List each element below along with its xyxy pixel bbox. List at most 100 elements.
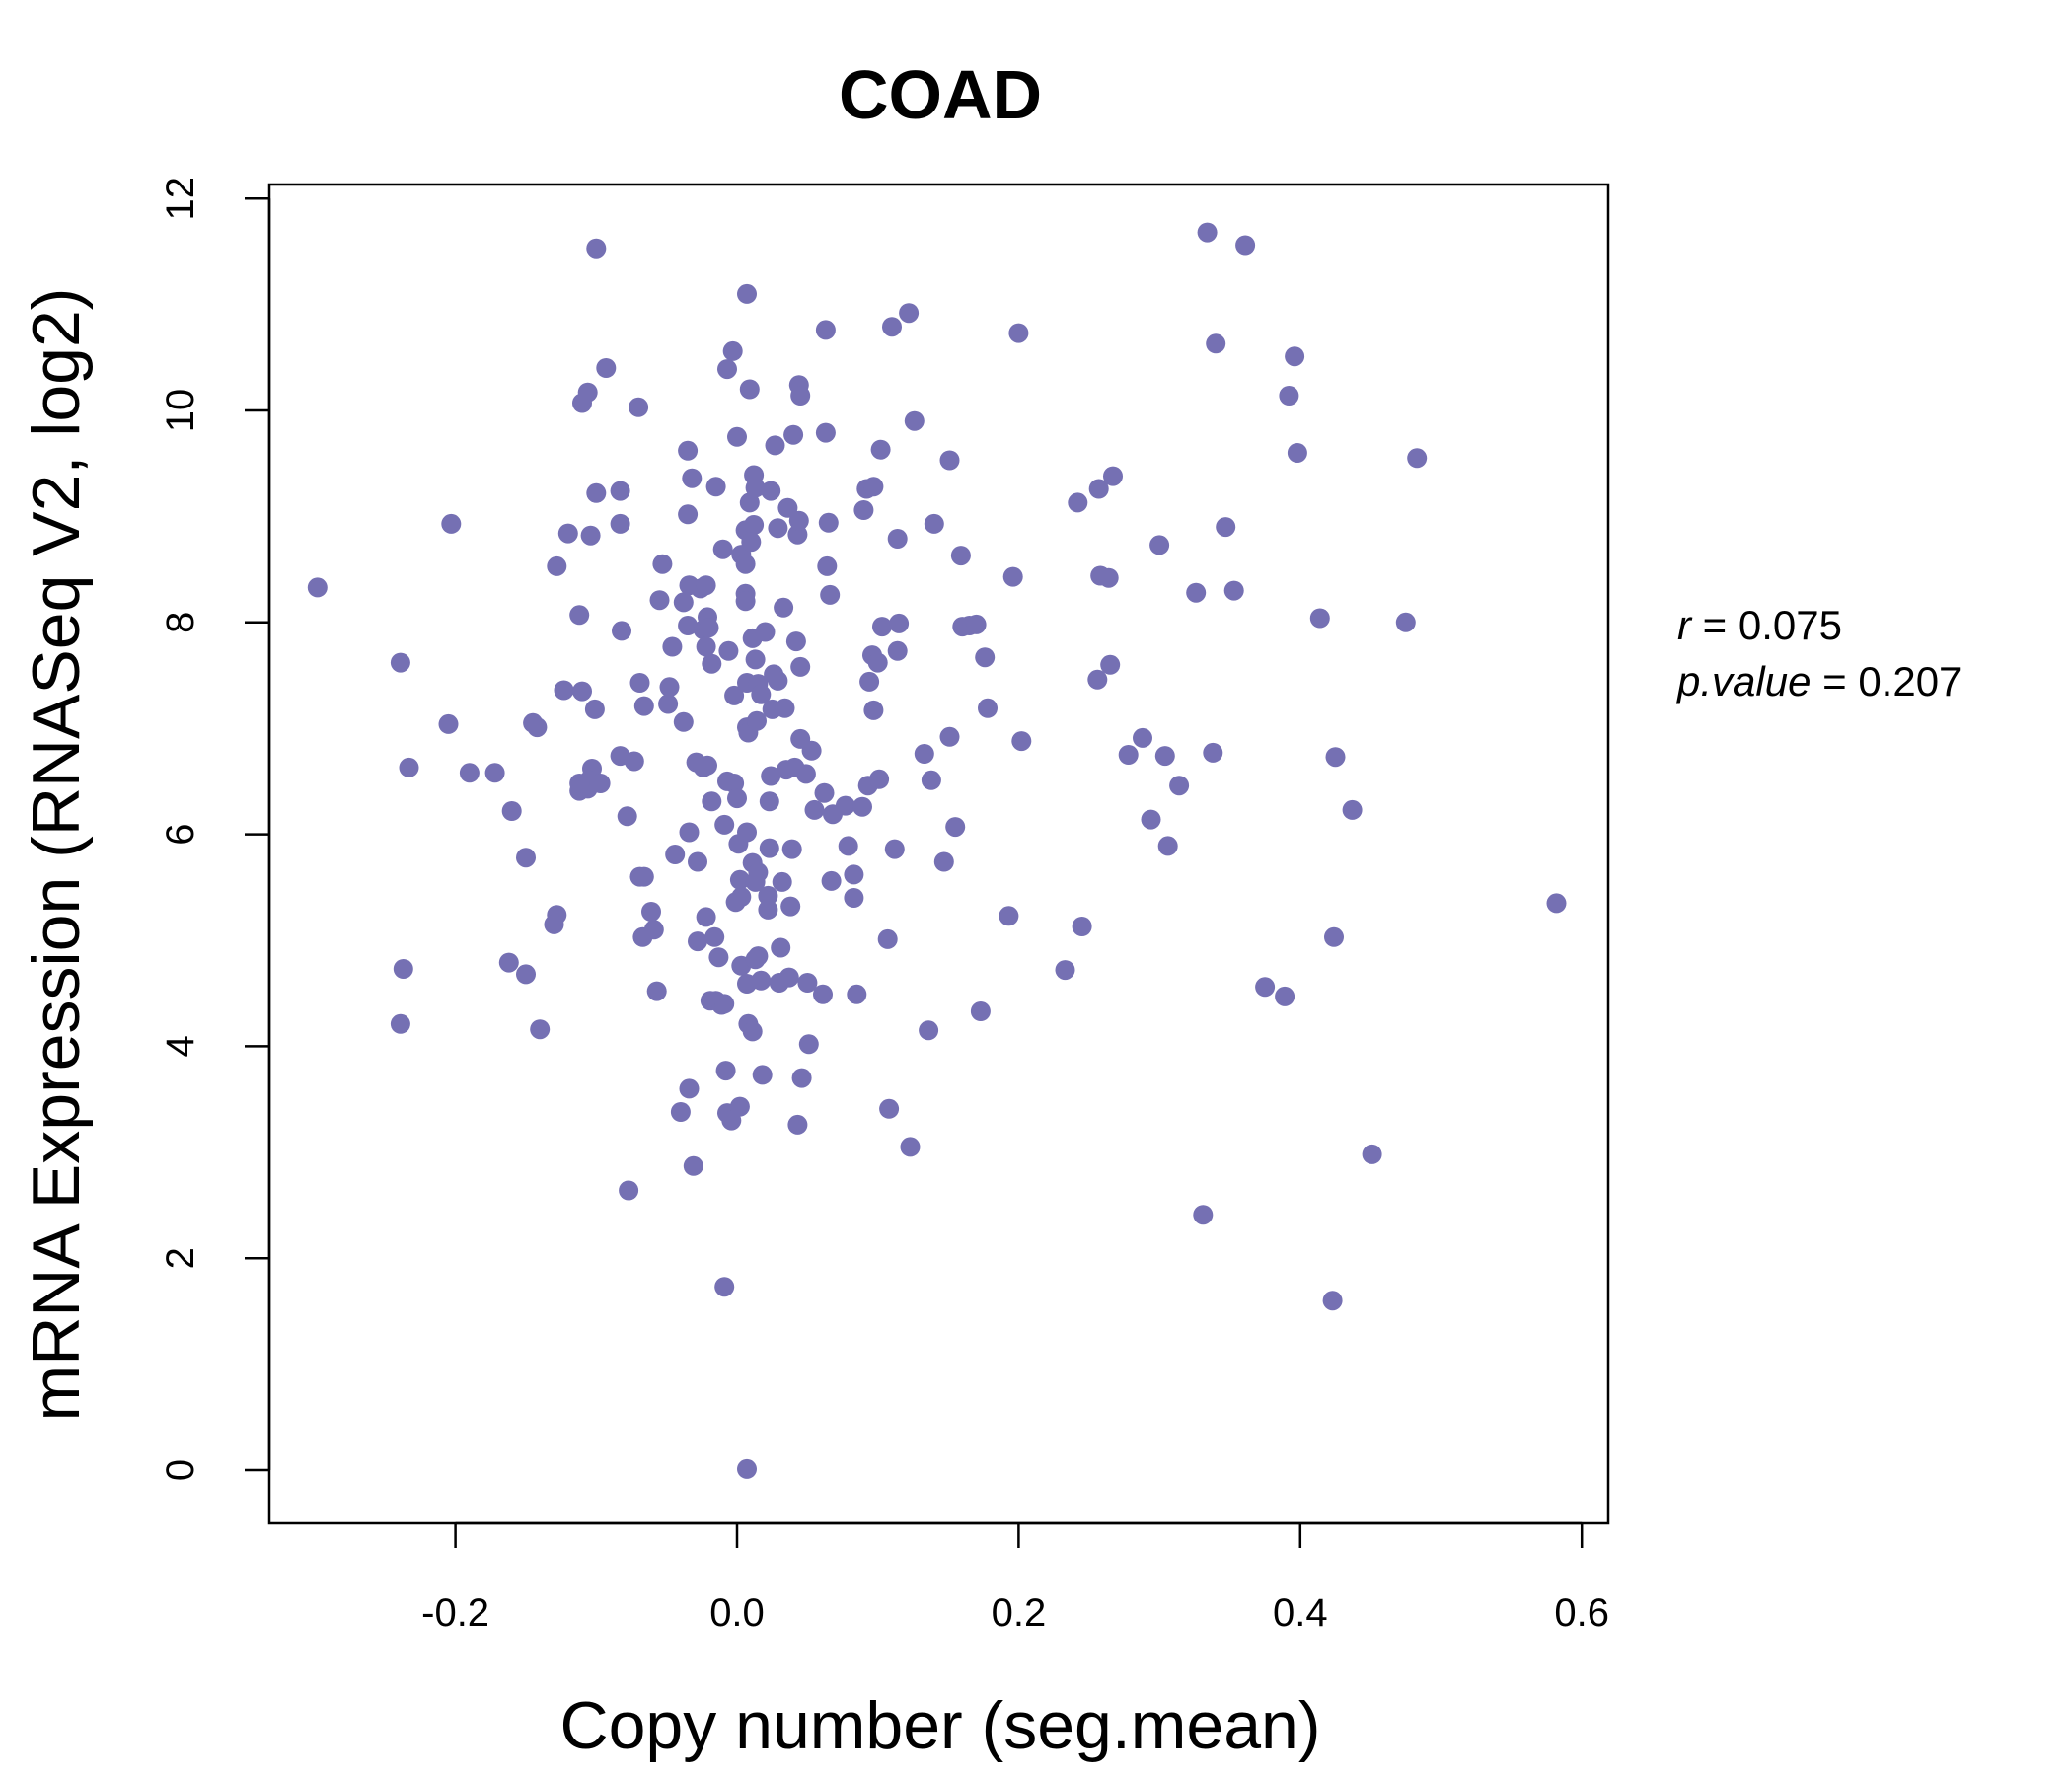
data-point (745, 478, 766, 498)
data-point (759, 838, 779, 858)
data-point (557, 523, 578, 544)
data-point (761, 481, 781, 501)
data-point (978, 698, 998, 718)
data-point (722, 340, 743, 361)
data-point (758, 899, 778, 920)
x-tick-label: 0.6 (1554, 1591, 1609, 1635)
data-point (1279, 386, 1299, 406)
data-point (772, 871, 792, 892)
data-point (801, 740, 822, 761)
data-point (863, 700, 884, 720)
data-point (950, 546, 971, 566)
data-point (705, 477, 726, 497)
data-point (820, 584, 841, 605)
data-point (735, 554, 756, 574)
data-point (790, 386, 811, 406)
data-point (821, 870, 842, 891)
data-point (516, 848, 536, 868)
data-point (737, 1458, 757, 1479)
data-point (699, 618, 719, 638)
data-point (1223, 580, 1244, 601)
y-axis-title: mRNA Expression (RNASeq V2, log2) (19, 288, 94, 1422)
data-point (1203, 742, 1223, 763)
data-point (662, 636, 683, 657)
data-point (670, 1102, 691, 1122)
data-point (1141, 809, 1161, 830)
data-point (838, 836, 858, 856)
data-point (399, 757, 419, 777)
y-axis: 0 2 4 6 8 10 12 (159, 177, 271, 1481)
data-point (1002, 566, 1023, 587)
data-point (751, 970, 772, 991)
data-point (818, 512, 839, 533)
data-point (1149, 535, 1170, 555)
data-point (725, 892, 746, 913)
data-point (696, 636, 716, 657)
data-point (610, 513, 630, 534)
data-point (612, 621, 631, 641)
data-point (745, 649, 766, 670)
data-point (739, 492, 760, 513)
data-point (914, 744, 934, 764)
data-point (813, 984, 833, 1004)
data-point (1216, 517, 1236, 538)
data-point (569, 605, 590, 626)
data-point (624, 751, 644, 772)
data-point (798, 1034, 819, 1055)
data-point (1154, 746, 1175, 767)
data-point (1206, 333, 1226, 354)
data-point (1285, 346, 1305, 367)
data-point (629, 673, 650, 693)
data-point (835, 795, 855, 816)
data-point (791, 1068, 812, 1088)
data-point (727, 426, 747, 447)
data-point (1325, 747, 1346, 768)
data-point (714, 1277, 735, 1297)
y-tick-label: 12 (159, 177, 202, 221)
data-point (921, 770, 941, 790)
data-point (390, 1013, 410, 1034)
data-point (544, 914, 564, 934)
data-point (924, 513, 944, 534)
data-point (724, 685, 745, 705)
data-point (889, 613, 910, 633)
data-point (679, 822, 700, 843)
y-tick-label: 6 (159, 823, 202, 845)
data-point (795, 764, 816, 784)
data-point (702, 791, 722, 812)
data-point (1235, 235, 1256, 256)
data-point (617, 806, 637, 827)
data-point (704, 926, 725, 947)
data-point (586, 482, 607, 503)
data-point (872, 617, 892, 637)
data-point (752, 1065, 773, 1085)
data-point (781, 839, 802, 859)
data-point (714, 814, 735, 835)
data-point (1275, 986, 1295, 1006)
data-point (501, 801, 522, 821)
p-value: 0.207 (1858, 658, 1961, 704)
y-tick-label: 10 (159, 389, 202, 433)
data-point (939, 450, 960, 471)
data-point (547, 555, 567, 576)
data-point (683, 1155, 703, 1176)
r-equals: = (1691, 602, 1739, 648)
y-tick-label: 8 (159, 612, 202, 633)
data-point (665, 845, 686, 864)
data-point (1072, 917, 1092, 936)
data-point (441, 513, 462, 534)
data-point (1011, 731, 1032, 752)
chart-title: COAD (839, 56, 1042, 133)
data-point (797, 973, 818, 993)
data-point (966, 614, 987, 634)
data-point (887, 640, 908, 661)
data-point (788, 510, 809, 531)
data-point (777, 497, 798, 518)
data-point (1055, 960, 1075, 981)
data-point (1088, 479, 1109, 499)
data-point (673, 711, 694, 732)
data-point (641, 902, 661, 922)
data-point (1324, 926, 1344, 947)
data-point (484, 763, 505, 783)
data-point (780, 896, 801, 917)
